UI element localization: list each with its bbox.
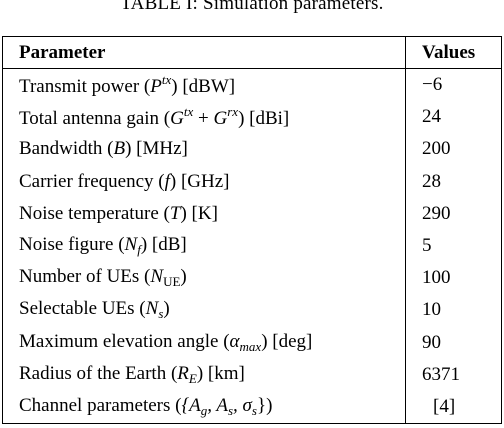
- value-number-of-ues: 100: [405, 262, 502, 295]
- value-carrier-frequency: 28: [405, 165, 502, 198]
- table-row: Number of UEs (NUE) 100: [2, 262, 502, 295]
- param-noise-temperature: Noise temperature (T) [K]: [2, 197, 406, 230]
- reference-citation: [4]: [433, 395, 456, 417]
- value-selectable-ues: 10: [405, 294, 502, 327]
- table-caption: TABLE I: Simulation parameters.: [120, 0, 384, 14]
- simulation-parameters-table: Parameter Values Transmit power (Ptx) [d…: [2, 36, 502, 425]
- param-carrier-frequency: Carrier frequency (f) [GHz]: [2, 165, 406, 198]
- table-row: Noise figure (Nf) [dB] 5: [2, 229, 502, 263]
- value-max-elevation-angle: 90: [405, 326, 502, 359]
- param-selectable-ues: Selectable UEs (Ns): [2, 294, 406, 327]
- table-row: Noise temperature (T) [K] 290: [2, 197, 502, 230]
- header-parameter: Parameter: [2, 36, 406, 69]
- param-bandwidth: Bandwidth (B) [MHz]: [2, 133, 406, 166]
- value-antenna-gain: 24: [405, 101, 502, 134]
- table-row: Channel parameters ({Ag, As, σs}) [4]: [2, 390, 502, 425]
- param-channel-parameters: Channel parameters ({Ag, As, σs}): [2, 390, 406, 425]
- table-row: Maximum elevation angle (αmax) [deg] 90: [2, 326, 502, 359]
- value-bandwidth: 200: [405, 133, 502, 166]
- table-row: Bandwidth (B) [MHz] 200: [2, 133, 502, 166]
- value-noise-temperature: 290: [405, 197, 502, 230]
- table-row: Total antenna gain (Gtx + Grx) [dBi] 24: [2, 101, 502, 134]
- table-row: Carrier frequency (f) [GHz] 28: [2, 165, 502, 198]
- param-max-elevation-angle: Maximum elevation angle (αmax) [deg]: [2, 326, 406, 359]
- param-number-of-ues: Number of UEs (NUE): [2, 262, 406, 295]
- table-header-row: Parameter Values: [2, 36, 502, 69]
- header-values: Values: [405, 36, 502, 69]
- param-transmit-power: Transmit power (Ptx) [dBW]: [2, 68, 406, 102]
- value-transmit-power: −6: [405, 68, 502, 102]
- value-channel-parameters: [4]: [405, 390, 502, 425]
- param-antenna-gain: Total antenna gain (Gtx + Grx) [dBi]: [2, 101, 406, 134]
- param-earth-radius: Radius of the Earth (RE) [km]: [2, 358, 406, 391]
- table-row: Selectable UEs (Ns) 10: [2, 294, 502, 327]
- param-noise-figure: Noise figure (Nf) [dB]: [2, 229, 406, 263]
- table-row: Transmit power (Ptx) [dBW] −6: [2, 68, 502, 102]
- value-noise-figure: 5: [405, 229, 502, 263]
- value-earth-radius: 6371: [405, 358, 502, 391]
- table-row: Radius of the Earth (RE) [km] 6371: [2, 358, 502, 391]
